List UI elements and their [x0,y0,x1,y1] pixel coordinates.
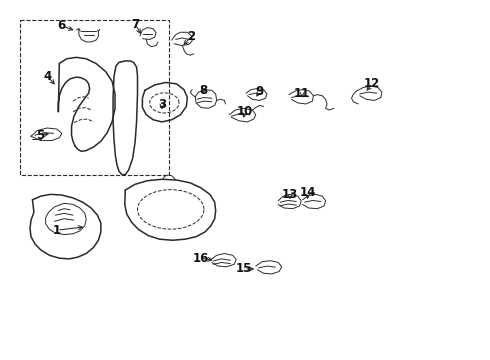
Text: 13: 13 [282,188,298,201]
Text: 4: 4 [43,69,51,82]
Text: 11: 11 [294,87,310,100]
Text: 16: 16 [193,252,209,265]
Text: 8: 8 [199,84,208,97]
Text: 9: 9 [255,85,264,98]
Text: 5: 5 [36,129,44,142]
Text: 2: 2 [187,30,196,43]
Text: 6: 6 [58,19,66,32]
Text: 1: 1 [53,224,61,237]
Text: 7: 7 [131,18,139,31]
Text: 10: 10 [237,105,253,118]
Text: 12: 12 [364,77,380,90]
Text: 3: 3 [158,98,166,111]
Text: 15: 15 [236,262,252,275]
Text: 14: 14 [299,186,316,199]
